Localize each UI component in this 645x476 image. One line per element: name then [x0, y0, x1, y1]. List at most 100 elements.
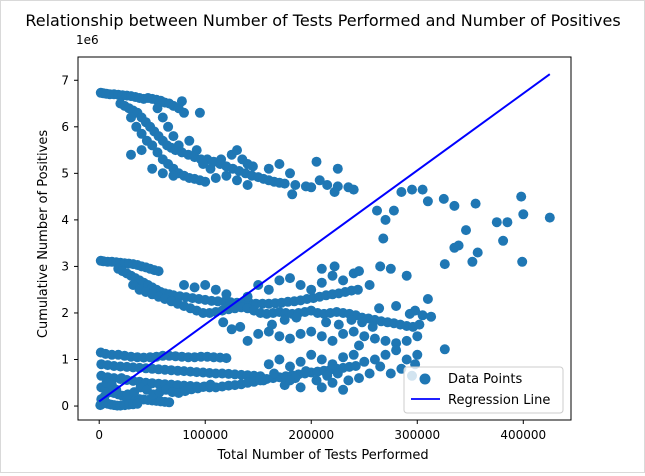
data-point-50 — [136, 128, 147, 139]
data-point-108 — [168, 170, 179, 181]
data-point-432 — [205, 379, 216, 390]
data-point-288 — [321, 317, 332, 328]
data-point-278 — [359, 331, 370, 342]
data-point-102 — [314, 175, 325, 186]
x-tick-label-3: 300000 — [394, 428, 440, 442]
data-point-71 — [279, 178, 290, 189]
x-axis-label: Total Number of Tests Performed — [216, 448, 428, 463]
data-point-289 — [218, 317, 229, 328]
data-point-282 — [401, 335, 412, 346]
data-point-103 — [329, 187, 340, 197]
data-point-106 — [147, 163, 158, 174]
data-point-238 — [189, 282, 200, 293]
y-tick-label-6: 6 — [61, 120, 69, 134]
data-point-93 — [348, 184, 359, 195]
data-point-128 — [396, 187, 407, 197]
legend-marker-data-points — [419, 373, 431, 385]
y-tick-label-4: 4 — [61, 213, 69, 227]
data-point-437 — [306, 349, 317, 360]
data-point-294 — [291, 312, 302, 323]
y-tick-label-5: 5 — [61, 166, 69, 180]
data-point-455 — [332, 368, 343, 379]
data-point-107 — [157, 168, 168, 179]
data-point-436 — [295, 356, 306, 367]
data-point-254 — [329, 261, 340, 272]
data-point-434 — [274, 354, 285, 365]
data-point-271 — [285, 333, 295, 344]
data-point-251 — [338, 275, 349, 286]
data-point-122 — [472, 247, 483, 258]
regression-line — [98, 73, 551, 403]
data-point-284 — [346, 314, 357, 325]
plot-area — [95, 73, 555, 411]
axes: 0 100000 200000 300000 400000 0 1 2 3 4 5 6 7 — [61, 56, 572, 442]
data-point-449 — [269, 368, 280, 379]
data-point-20 — [179, 107, 189, 118]
data-point-290 — [226, 324, 237, 335]
data-point-448 — [258, 375, 269, 386]
data-point-464 — [327, 377, 338, 388]
data-point-446 — [401, 354, 412, 365]
data-point-80 — [205, 163, 216, 174]
data-point-264 — [417, 310, 428, 321]
data-point-114 — [470, 198, 481, 209]
data-point-111 — [422, 196, 433, 207]
data-point-457 — [354, 373, 364, 384]
data-point-237 — [179, 280, 189, 290]
data-point-465 — [338, 384, 349, 395]
data-point-274 — [316, 331, 327, 342]
data-point-260 — [422, 294, 433, 304]
data-point-97 — [274, 159, 285, 169]
data-point-262 — [391, 301, 402, 311]
data-point-456 — [343, 375, 354, 386]
data-point-440 — [338, 352, 349, 363]
data-point-467 — [295, 382, 306, 393]
data-point-76 — [173, 140, 184, 151]
y-tick-label-1: 1 — [61, 353, 69, 367]
data-point-460 — [385, 368, 396, 379]
y-tick-label-0: 0 — [61, 399, 69, 413]
data-point-73 — [157, 112, 168, 123]
y-tick-label-2: 2 — [61, 306, 69, 320]
data-point-279 — [369, 333, 380, 344]
data-point-90 — [322, 180, 333, 190]
data-point-116 — [502, 217, 513, 228]
data-point-452 — [300, 366, 311, 377]
data-point-281 — [391, 338, 402, 349]
data-point-190 — [352, 284, 363, 295]
data-point-132 — [378, 233, 389, 244]
data-point-459 — [375, 361, 386, 372]
data-point-109 — [407, 184, 417, 195]
data-point-382 — [350, 361, 361, 371]
data-point-248 — [306, 284, 317, 295]
data-point-441 — [348, 349, 359, 360]
data-point-131 — [380, 214, 391, 225]
data-point-241 — [221, 289, 232, 300]
data-point-445 — [391, 345, 402, 356]
data-point-48 — [126, 112, 136, 123]
data-point-95 — [242, 159, 253, 169]
y-tick-label-3: 3 — [61, 259, 69, 273]
data-point-265 — [426, 311, 437, 322]
data-point-65 — [232, 175, 242, 186]
data-point-286 — [367, 321, 378, 332]
data-point-277 — [348, 326, 359, 337]
data-point-454 — [322, 370, 333, 381]
legend-label-regression-line: Regression Line — [448, 393, 550, 408]
data-point-98 — [285, 168, 295, 179]
y-offset-label: 1e6 — [76, 33, 99, 47]
data-point-101 — [332, 163, 343, 174]
data-point-125 — [439, 259, 450, 270]
data-point-258 — [385, 263, 396, 274]
data-point-275 — [327, 335, 338, 346]
data-point-79 — [198, 159, 209, 169]
data-point-74 — [163, 121, 174, 132]
data-point-410 — [132, 398, 143, 409]
data-point-124 — [449, 242, 460, 253]
y-axis-label: Cumulative Number of Positives — [36, 130, 51, 338]
data-point-261 — [374, 303, 385, 314]
data-point-418 — [116, 373, 127, 384]
x-tick-label-2: 200000 — [288, 428, 334, 442]
data-point-119 — [544, 212, 555, 223]
